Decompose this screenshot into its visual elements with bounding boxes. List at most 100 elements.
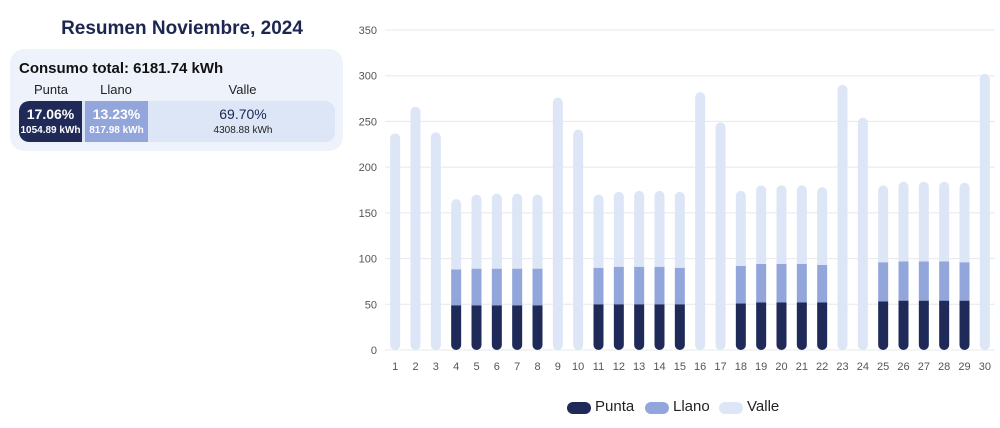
segment-llano[interactable]: 13.23% 817.98 kWh: [85, 101, 148, 142]
y-tick-label: 250: [359, 116, 377, 128]
y-tick-label: 350: [359, 25, 377, 37]
bar-llano-day-4: [451, 269, 462, 306]
bar-valle-day-27: [918, 181, 929, 262]
bar-llano-day-26: [898, 261, 909, 301]
bar-valle-day-21: [796, 185, 807, 265]
y-tick-label: 50: [365, 299, 377, 311]
segment-punta-kwh: 1054.89 kWh: [20, 125, 81, 136]
bar-valle-day-7: [512, 193, 523, 269]
bar-llano-day-11: [593, 267, 604, 305]
x-tick-label: 9: [555, 361, 561, 373]
bar-llano-day-13: [634, 266, 645, 305]
bar-llano-day-7: [512, 268, 523, 306]
bar-punta-day-19: [756, 302, 767, 350]
bar-punta-day-4: [451, 305, 462, 350]
bar-punta-day-15: [674, 304, 685, 350]
bar-valle-day-9: [552, 97, 563, 350]
x-tick-label: 23: [836, 361, 848, 373]
bar-punta-day-28: [939, 300, 950, 350]
total-consumption: Consumo total: 6181.74 kWh: [19, 60, 224, 77]
summary-title: Resumen Noviembre, 2024: [61, 18, 303, 39]
bar-punta-day-27: [918, 300, 929, 350]
bar-llano-day-29: [959, 262, 970, 301]
bar-llano-day-5: [471, 268, 482, 306]
bar-llano-day-15: [674, 267, 685, 305]
bar-valle-day-29: [959, 182, 970, 263]
segment-punta[interactable]: 17.06% 1054.89 kWh: [19, 101, 82, 142]
x-tick-label: 3: [433, 361, 439, 373]
bar-valle-day-6: [491, 193, 502, 269]
segment-header-punta: Punta: [34, 82, 68, 97]
x-tick-label: 5: [473, 361, 479, 373]
x-tick-label: 2: [412, 361, 418, 373]
bar-punta-day-21: [796, 302, 807, 350]
bar-valle-day-12: [613, 191, 624, 267]
bar-llano-day-8: [532, 268, 543, 306]
bar-llano-day-28: [939, 261, 950, 301]
x-tick-label: 16: [694, 361, 706, 373]
legend-label-llano: Llano: [673, 398, 710, 415]
bar-llano-day-14: [654, 266, 665, 305]
bar-punta-day-25: [878, 301, 889, 350]
x-tick-label: 14: [653, 361, 665, 373]
bar-valle-day-25: [878, 185, 889, 263]
bar-llano-day-6: [491, 268, 502, 306]
legend-swatch-punta: [567, 402, 591, 414]
bar-llano-day-18: [735, 265, 746, 304]
y-tick-label: 100: [359, 254, 377, 266]
legend-label-valle: Valle: [747, 398, 780, 415]
x-tick-label: 11: [593, 361, 604, 373]
legend-label-punta: Punta: [595, 398, 635, 415]
bar-punta-day-29: [959, 300, 970, 350]
x-tick-label: 28: [938, 361, 950, 373]
bar-valle-day-1: [390, 133, 401, 350]
x-tick-label: 10: [572, 361, 584, 373]
y-tick-label: 200: [359, 162, 377, 174]
x-tick-label: 7: [514, 361, 520, 373]
x-tick-label: 6: [494, 361, 500, 373]
bar-valle-day-11: [593, 194, 604, 268]
x-tick-label: 24: [857, 361, 869, 373]
bar-valle-day-4: [451, 199, 462, 270]
x-tick-label: 17: [714, 361, 726, 373]
bar-punta-day-14: [654, 304, 665, 350]
y-tick-label: 0: [371, 345, 377, 357]
segment-valle-kwh: 4308.88 kWh: [213, 125, 273, 136]
segment-valle[interactable]: 69.70% 4308.88 kWh: [151, 101, 335, 142]
bar-punta-day-5: [471, 305, 482, 350]
x-tick-label: 25: [877, 361, 889, 373]
bar-valle-day-18: [735, 190, 746, 266]
distribution-bar: 17.06% 1054.89 kWh 13.23% 817.98 kWh 69.…: [19, 101, 335, 142]
bar-llano-day-21: [796, 264, 807, 303]
x-tick-label: 26: [897, 361, 909, 373]
x-tick-label: 21: [796, 361, 808, 373]
bar-punta-day-6: [491, 305, 502, 350]
x-tick-label: 1: [392, 361, 398, 373]
bar-punta-day-12: [613, 304, 624, 350]
segment-valle-percent: 69.70%: [219, 106, 267, 122]
bar-valle-day-30: [979, 73, 990, 350]
bar-valle-day-2: [410, 106, 421, 350]
x-tick-label: 8: [534, 361, 540, 373]
segment-header-valle: Valle: [228, 82, 257, 97]
bar-valle-day-16: [695, 92, 706, 350]
x-tick-label: 30: [979, 361, 991, 373]
bar-valle-day-17: [715, 122, 726, 350]
y-tick-label: 300: [359, 71, 377, 83]
x-tick-label: 13: [633, 361, 645, 373]
x-tick-label: 20: [775, 361, 787, 373]
y-tick-label: 150: [359, 208, 377, 220]
bar-valle-day-26: [898, 181, 909, 262]
summary-card: Consumo total: 6181.74 kWh Punta Llano V…: [10, 49, 343, 151]
bar-punta-day-8: [532, 305, 543, 350]
bar-valle-day-22: [817, 187, 828, 265]
segment-punta-percent: 17.06%: [26, 106, 75, 122]
bar-punta-day-18: [735, 303, 746, 350]
segment-llano-percent: 13.23%: [92, 106, 141, 122]
bar-punta-day-7: [512, 305, 523, 350]
legend-swatch-llano: [645, 402, 669, 414]
x-tick-label: 29: [958, 361, 970, 373]
x-tick-label: 27: [918, 361, 930, 373]
bar-llano-day-20: [776, 264, 787, 303]
bar-punta-day-20: [776, 302, 787, 350]
